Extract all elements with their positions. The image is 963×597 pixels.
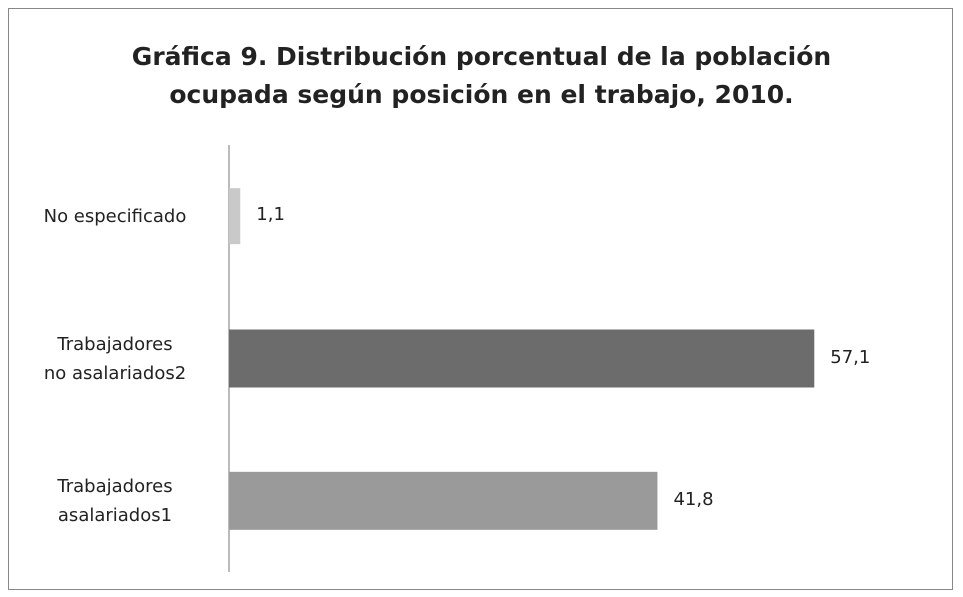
value-label: 41,8 [673,488,714,510]
bar [229,471,658,530]
value-label: 1,1 [256,204,285,226]
y-tick-label: Trabajadores asalariados1 [57,475,173,526]
value-label: 57,1 [830,346,871,368]
bar [229,188,241,245]
chart-title: Gráfica 9. Distribución porcentual de la… [131,42,832,109]
y-tick-label: Trabajadores no asalariados2 [43,333,187,384]
y-tick-label: No especificado [43,205,187,227]
chart-frame [8,8,953,590]
bar [229,329,815,388]
